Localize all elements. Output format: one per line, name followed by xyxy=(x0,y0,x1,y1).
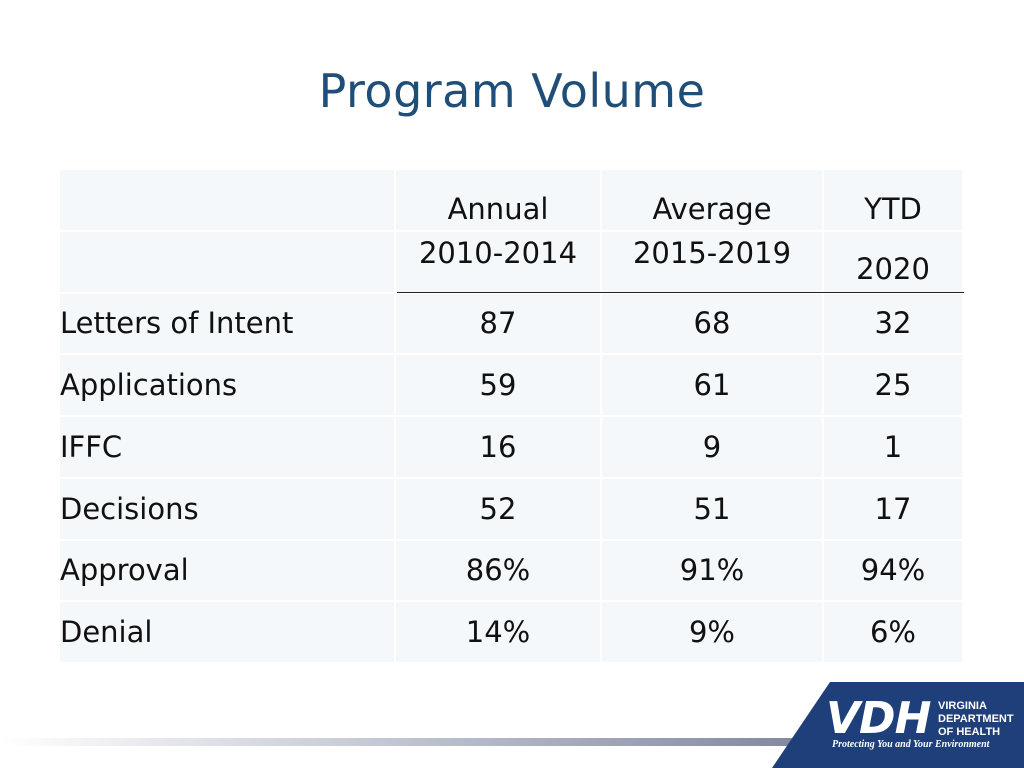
cell-iffc-average: 9 xyxy=(602,417,824,479)
cell-iffc-ytd: 1 xyxy=(824,417,964,479)
footer-gradient-bar xyxy=(0,738,1024,746)
slide-title: Program Volume xyxy=(318,64,706,118)
cell-denial-average: 9% xyxy=(602,602,824,664)
header-corner-bottom xyxy=(60,231,396,294)
row-label-denial: Denial xyxy=(60,602,396,664)
cell-approval-average: 91% xyxy=(602,540,824,603)
header-corner-top xyxy=(60,170,396,232)
vdh-logo-name-line-3: OF HEALTH xyxy=(938,726,1001,738)
cell-denial-annual: 14% xyxy=(396,602,602,664)
cell-decisions-average: 51 xyxy=(602,478,824,541)
row-label-applications: Applications xyxy=(60,355,396,417)
vdh-logo-name-line-1: VIRGINIA xyxy=(938,700,987,712)
header-years-ytd: 2020 xyxy=(824,231,964,294)
cell-iffc-annual: 16 xyxy=(396,417,602,479)
vdh-logo-mark: VDH xyxy=(826,693,931,744)
row-label-iffc: IFFC xyxy=(60,417,396,479)
vdh-logo-tagline: Protecting You and Your Environment xyxy=(832,739,990,750)
cell-applications-annual: 59 xyxy=(396,355,602,417)
header-average: Average xyxy=(602,170,824,232)
cell-applications-ytd: 25 xyxy=(824,355,964,417)
cell-approval-annual: 86% xyxy=(396,540,602,603)
row-label-decisions: Decisions xyxy=(60,478,396,541)
header-annual: Annual xyxy=(396,170,602,232)
header-years-annual: 2010-2014 xyxy=(396,231,602,294)
vdh-logo-name: VIRGINIA DEPARTMENT OF HEALTH xyxy=(938,700,1022,739)
row-label-approval: Approval xyxy=(60,540,396,603)
header-ytd: YTD xyxy=(824,170,964,232)
cell-approval-ytd: 94% xyxy=(824,540,964,603)
cell-applications-average: 61 xyxy=(602,355,824,417)
vdh-logo-name-line-2: DEPARTMENT xyxy=(938,713,1014,725)
header-years-average: 2015-2019 xyxy=(602,231,824,294)
cell-denial-ytd: 6% xyxy=(824,602,964,664)
cell-letters-average: 68 xyxy=(602,293,824,356)
header-underline-divider xyxy=(397,292,964,293)
cell-decisions-annual: 52 xyxy=(396,478,602,541)
cell-letters-annual: 87 xyxy=(396,293,602,356)
row-label-letters-of-intent: Letters of Intent xyxy=(60,293,396,356)
program-volume-table: Annual Average YTD 2010-2014 2015-2019 2… xyxy=(60,170,964,664)
cell-decisions-ytd: 17 xyxy=(824,478,964,541)
cell-letters-ytd: 32 xyxy=(824,293,964,356)
